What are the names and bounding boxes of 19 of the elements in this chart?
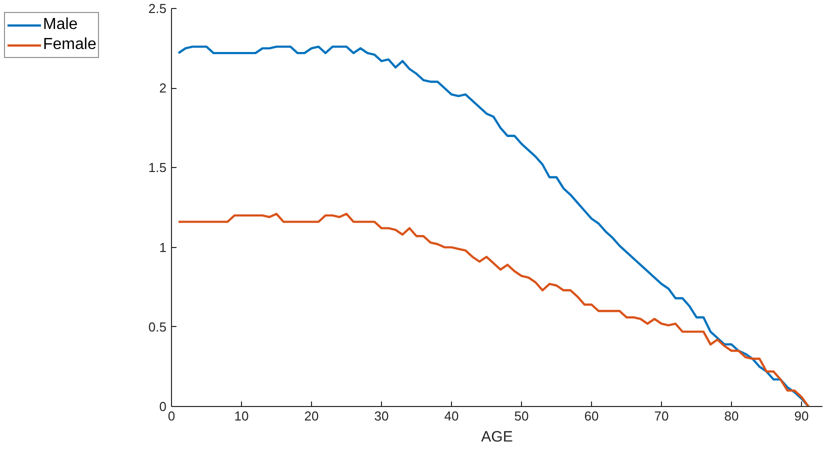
y-tick-label: 1.5 — [148, 160, 167, 176]
x-tick-label: 10 — [234, 408, 249, 424]
x-tick-label: 20 — [304, 408, 319, 424]
x-tick-label: 90 — [794, 408, 809, 424]
y-tick-label: 0 — [159, 399, 167, 414]
x-tick-label: 70 — [654, 408, 669, 424]
x-tick-label: 30 — [374, 408, 389, 424]
legend-label: Male — [43, 16, 78, 34]
y-tick-label: 0.5 — [148, 319, 167, 334]
x-tick-label: 80 — [724, 408, 739, 424]
x-tick-label: 50 — [514, 408, 529, 424]
y-tick-label: 2.5 — [148, 1, 167, 16]
x-tick-label: 40 — [444, 408, 459, 424]
x-axis-title: AGE — [481, 428, 513, 446]
y-tick-label: 1 — [159, 240, 167, 255]
line-series — [177, 212, 810, 406]
legend-label: Female — [43, 36, 96, 54]
y-tick-label: 2 — [159, 80, 167, 96]
x-tick-label: 60 — [584, 408, 599, 424]
